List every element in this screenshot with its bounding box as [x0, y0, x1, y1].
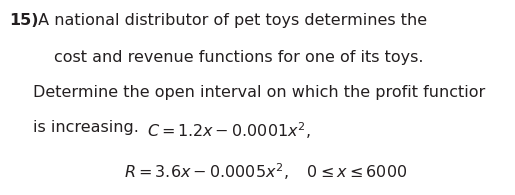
Text: cost and revenue functions for one of its toys.: cost and revenue functions for one of it…	[54, 50, 423, 65]
Text: is increasing.: is increasing.	[33, 120, 149, 135]
Text: 15): 15)	[9, 13, 39, 28]
Text: A national distributor of pet toys determines the: A national distributor of pet toys deter…	[33, 13, 427, 28]
Text: Determine the open interval on which the profit functior: Determine the open interval on which the…	[33, 85, 486, 100]
Text: $C = 1.2x - 0.0001x^2,$: $C = 1.2x - 0.0001x^2,$	[147, 120, 311, 141]
Text: $R = 3.6x - 0.0005x^2, \quad 0 \leq x \leq 6000$: $R = 3.6x - 0.0005x^2, \quad 0 \leq x \l…	[124, 161, 407, 182]
